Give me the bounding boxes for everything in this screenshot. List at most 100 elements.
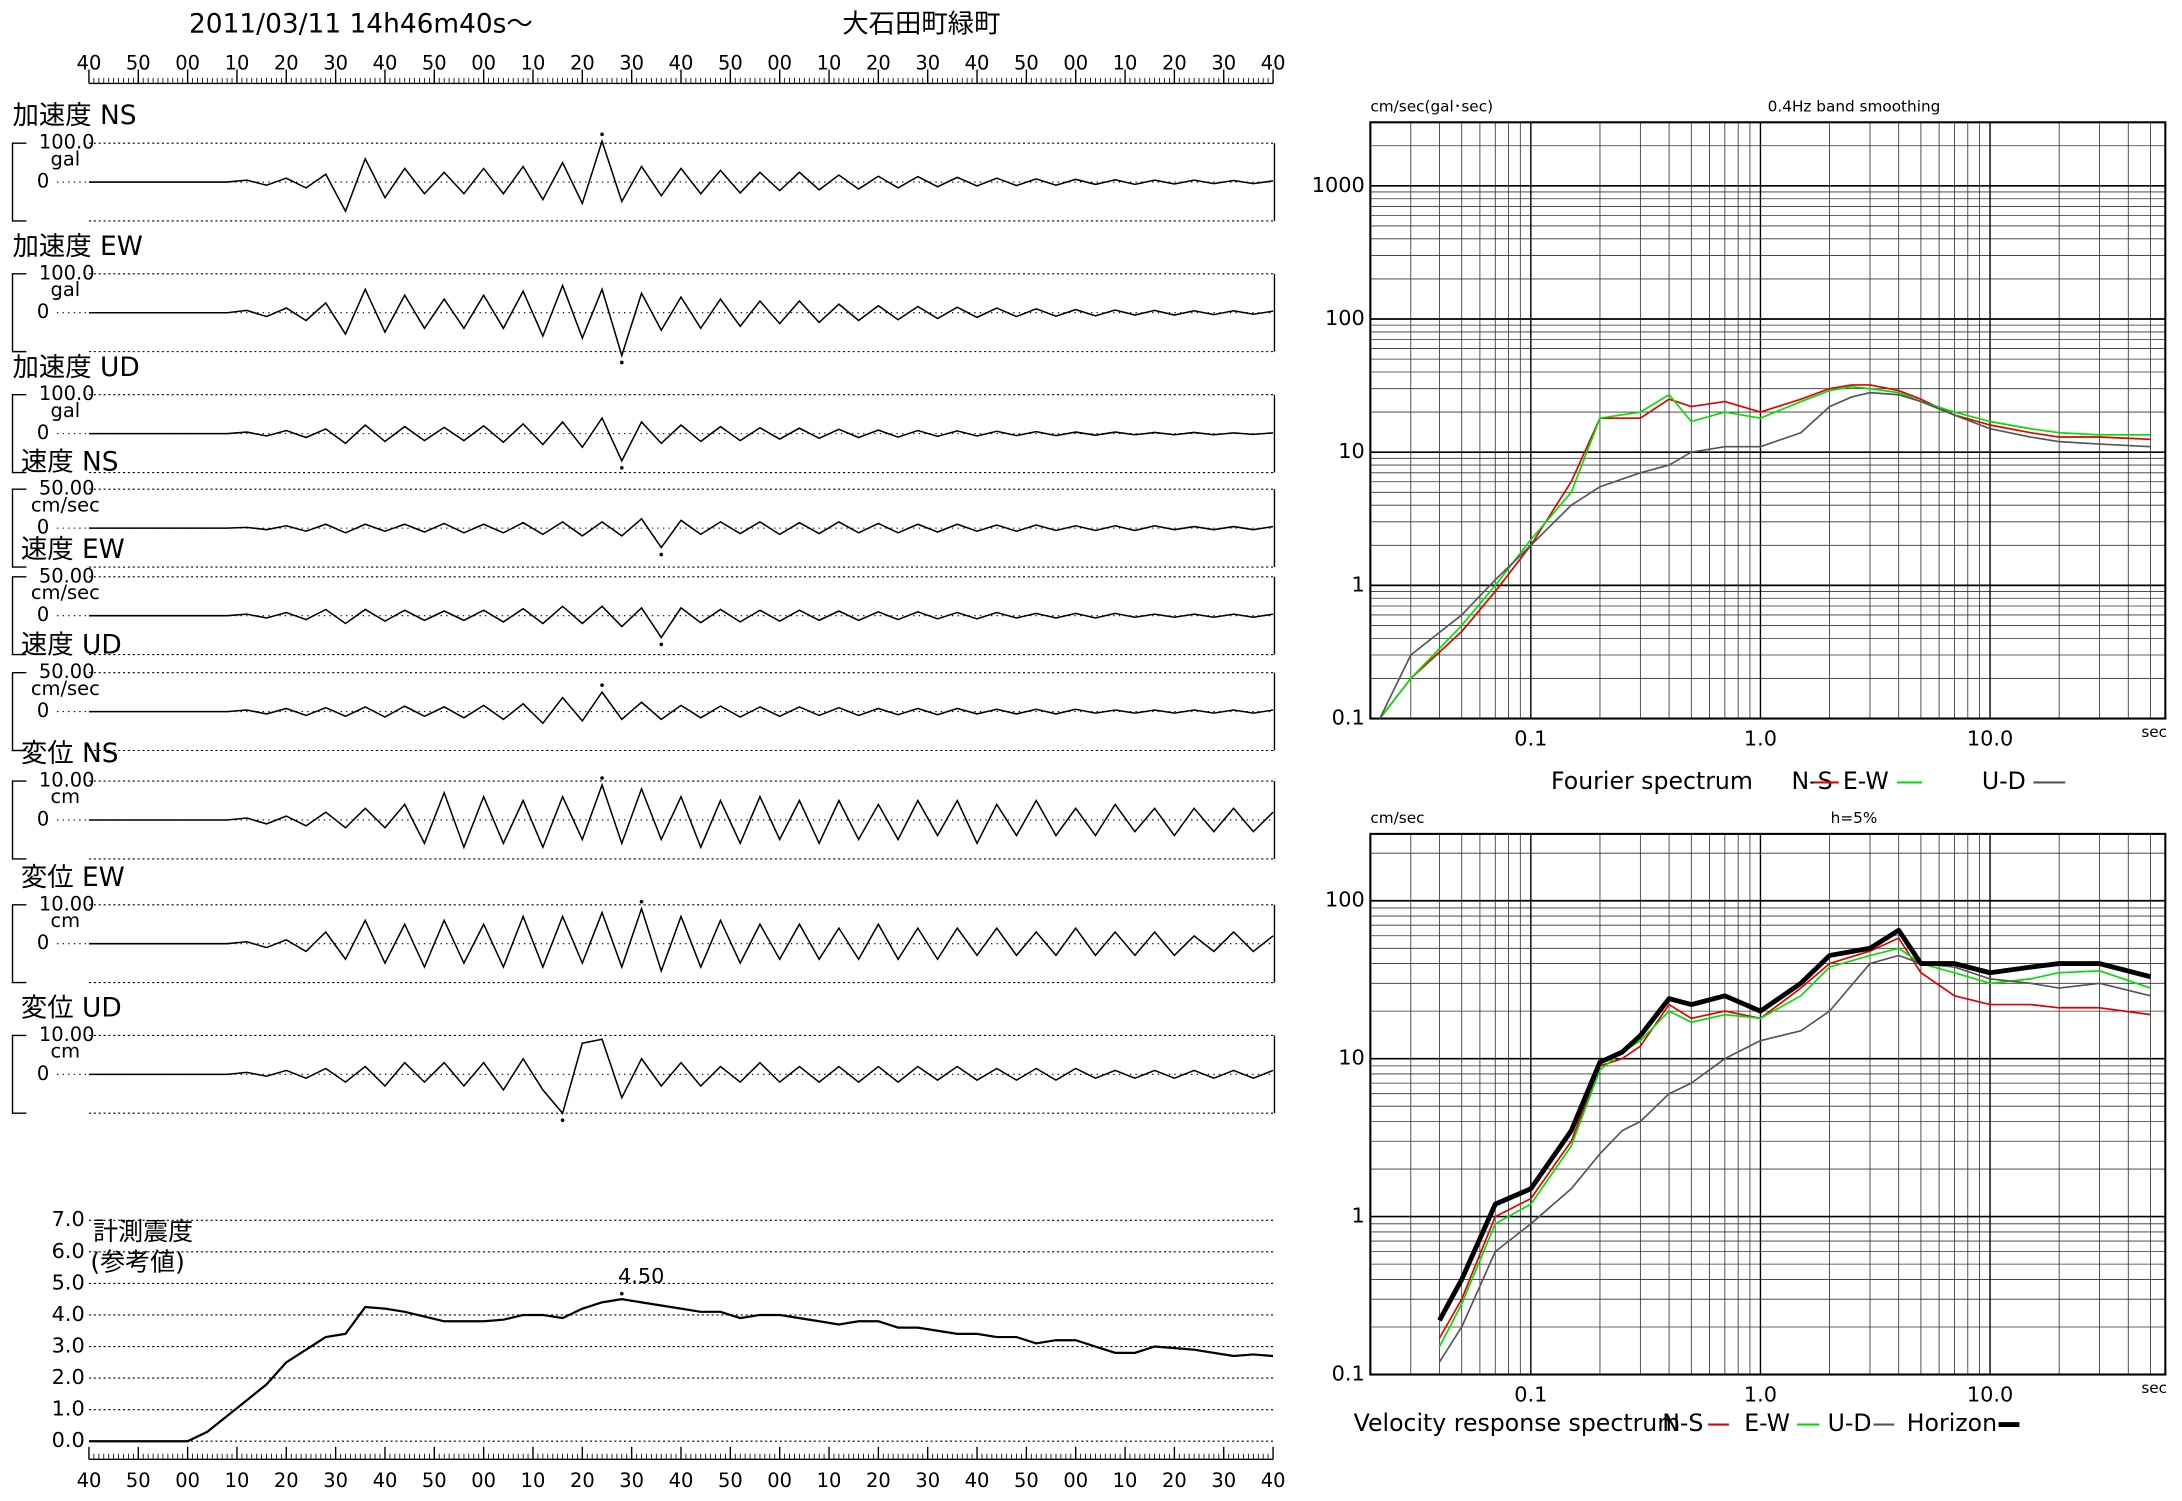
intensity-tick-label: 1.0 xyxy=(52,1397,85,1421)
time-tick-label: 40 xyxy=(77,51,102,74)
station-name: 大石田町緑町 xyxy=(842,9,1000,40)
y-tick-label: 0.1 xyxy=(1332,1362,1365,1386)
x-tick-label: 10.0 xyxy=(1967,726,2013,750)
trace-bracket xyxy=(11,1034,27,1114)
chart-title: Fourier spectrum xyxy=(1551,767,1753,795)
time-tick-label: 10 xyxy=(225,1469,250,1492)
trace-title: 変位 EW xyxy=(21,862,125,893)
x-tick-label: 1.0 xyxy=(1744,1382,1777,1406)
time-tick-label: 20 xyxy=(274,1469,299,1492)
trace-title: 変位 UD xyxy=(21,993,122,1024)
trace-tick-label: 100.0 xyxy=(39,382,95,405)
peak-dot xyxy=(600,776,604,780)
legend-label: E-W xyxy=(1843,767,1889,795)
waveform xyxy=(88,138,1274,214)
waveform xyxy=(88,906,1274,974)
time-tick-label: 20 xyxy=(570,1469,595,1492)
trace-tick-label: 0 xyxy=(37,1062,49,1085)
x-tick-label: 0.1 xyxy=(1514,726,1547,750)
trace-unit: gal xyxy=(50,278,80,301)
peak-dot xyxy=(619,1291,624,1296)
x-axis-label: sec xyxy=(2141,1379,2167,1397)
peak-label: 4.50 xyxy=(618,1264,664,1288)
y-tick-label: 0.1 xyxy=(1332,706,1365,730)
trace-bracket xyxy=(11,576,27,656)
trace-tick-label: 10.00 xyxy=(39,892,95,915)
trace-bracket xyxy=(11,904,27,984)
time-tick-label: 20 xyxy=(274,51,299,74)
time-tick-label: 00 xyxy=(175,51,200,74)
time-tick-label: 50 xyxy=(718,51,743,74)
trace-bracket xyxy=(11,142,27,222)
time-tick-label: 10 xyxy=(521,51,546,74)
trace-tick-label: 0 xyxy=(37,931,49,954)
trace-tick-label: 0 xyxy=(37,421,49,444)
y-tick-label: 100 xyxy=(1325,306,1365,330)
peak-dot xyxy=(639,899,644,904)
trace-tick-label: 0 xyxy=(37,603,49,626)
time-tick-label: 20 xyxy=(1162,51,1187,74)
time-tick-label: 00 xyxy=(1063,51,1088,74)
y-tick-label: 1000 xyxy=(1312,173,1365,197)
trace-unit: gal xyxy=(50,399,80,422)
time-tick-label: 40 xyxy=(373,51,398,74)
intensity-line xyxy=(88,1298,1274,1443)
peak-dot xyxy=(600,132,604,137)
intensity-tick-label: 3.0 xyxy=(52,1334,85,1358)
spectrum-line xyxy=(1379,385,2151,719)
intensity-tick-label: 7.0 xyxy=(52,1207,85,1231)
trace-title: 加速度 EW xyxy=(13,231,143,262)
time-tick-label: 20 xyxy=(570,51,595,74)
y-axis-label: cm/sec xyxy=(1370,809,1424,827)
y-axis-label: cm/sec(gal･sec) xyxy=(1370,98,1493,116)
spectrum-line xyxy=(1379,391,2151,719)
time-tick-label: 30 xyxy=(619,1469,644,1492)
time-tick-label: 10 xyxy=(817,1469,842,1492)
time-tick-label: 20 xyxy=(1162,1469,1187,1492)
intensity-subtitle: (参考値) xyxy=(90,1247,185,1276)
plot-frame xyxy=(1369,832,2167,1376)
time-tick-label: 40 xyxy=(1261,1469,1286,1492)
trace-unit: gal xyxy=(50,147,80,170)
spectrum-line xyxy=(1379,384,2151,719)
legend-label: E-W xyxy=(1744,1409,1790,1437)
intensity-tick-label: 4.0 xyxy=(52,1302,85,1326)
time-tick-label: 10 xyxy=(1113,1469,1138,1492)
trace-tick-label: 50.00 xyxy=(39,564,95,587)
trace-unit: cm/sec xyxy=(31,581,100,604)
trace-tick-label: 100.0 xyxy=(39,261,95,284)
trace-unit: cm xyxy=(51,1040,81,1063)
trace-title: 速度 NS xyxy=(21,446,119,477)
peak-dot xyxy=(659,552,664,557)
trace-title: 加速度 NS xyxy=(13,100,137,131)
time-tick-label: 40 xyxy=(965,51,990,74)
time-tick-label: 50 xyxy=(126,1469,151,1492)
waveform xyxy=(88,517,1274,549)
x-tick-label: 0.1 xyxy=(1514,1382,1547,1406)
time-tick-label: 10 xyxy=(225,51,250,74)
time-tick-label: 50 xyxy=(718,1469,743,1492)
waveform xyxy=(88,690,1274,725)
intensity-tick-label: 0.0 xyxy=(52,1428,85,1452)
legend-label: N-S xyxy=(1662,1409,1703,1437)
trace-tick-label: 0 xyxy=(37,516,49,539)
time-tick-label: 20 xyxy=(866,51,891,74)
trace-tick-label: 50.00 xyxy=(39,660,95,683)
intensity-tick-label: 5.0 xyxy=(52,1270,85,1294)
peak-dot xyxy=(560,1118,565,1122)
trace-tick-label: 0 xyxy=(37,807,49,830)
trace-title: 変位 NS xyxy=(21,738,119,769)
spectrum-line xyxy=(1438,947,2151,1348)
chart-subtitle: h=5% xyxy=(1831,809,1878,827)
intensity-title: 計測震度 xyxy=(93,1217,193,1246)
waveform xyxy=(88,782,1274,850)
trace-unit: cm xyxy=(51,785,81,808)
spectrum-line xyxy=(1438,954,2151,1363)
x-axis-label: sec xyxy=(2141,723,2167,741)
spectrum-line xyxy=(1437,927,2152,1322)
chart-title: Velocity response spectrum xyxy=(1354,1409,1681,1437)
peak-dot xyxy=(619,466,624,470)
plot-frame xyxy=(1369,121,2167,720)
